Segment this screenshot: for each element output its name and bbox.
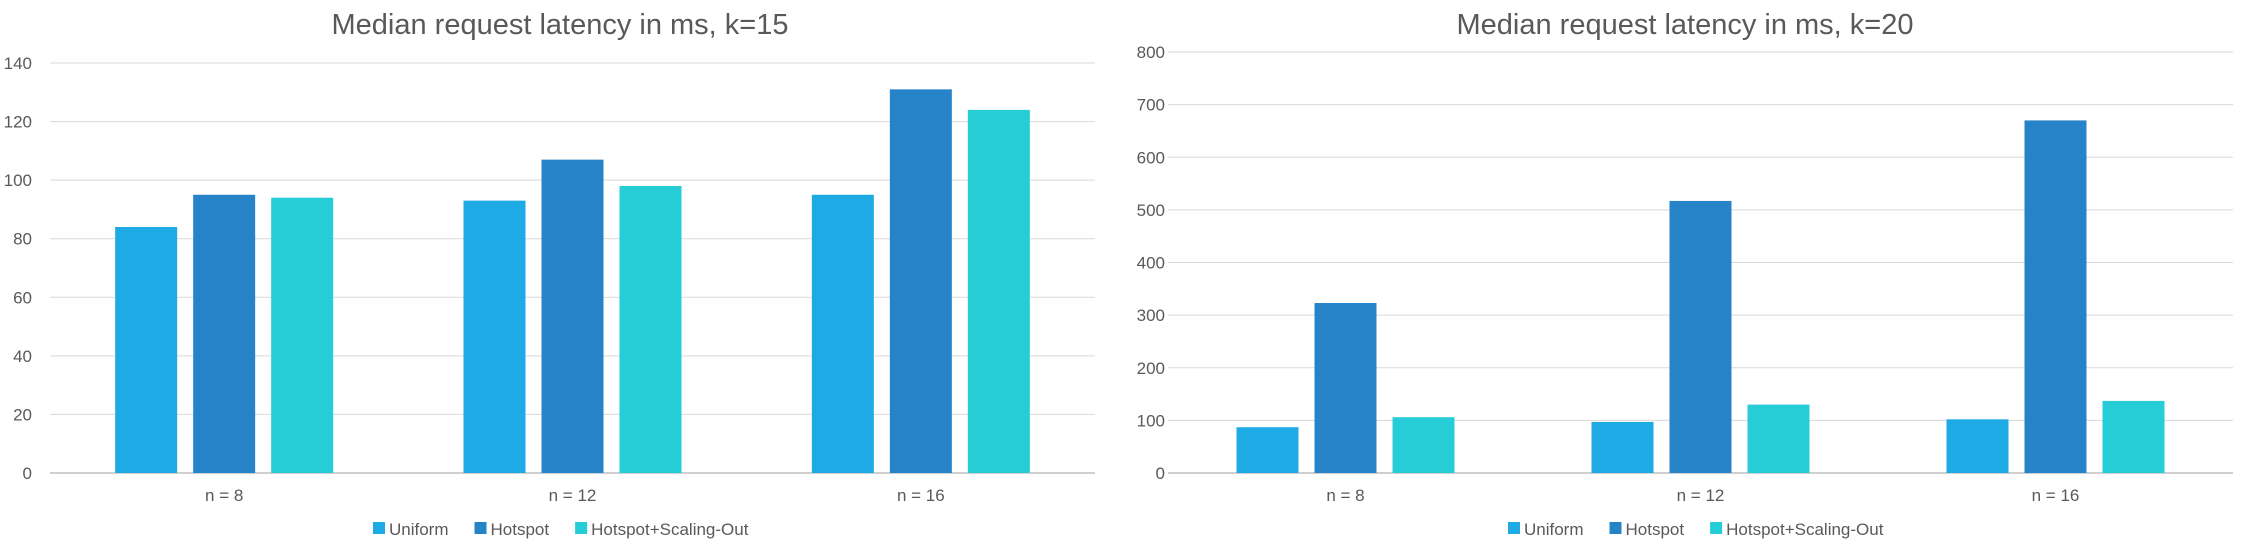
chart-1-y-tick: 700 [1137, 96, 1165, 115]
chart-0-y-tick: 0 [23, 464, 32, 483]
chart-1-bar-hotspot-2 [2024, 120, 2087, 473]
chart-1-legend-swatch [1710, 522, 1723, 534]
chart-1-category-label: n = 16 [2032, 486, 2080, 505]
chart-1-bar-uniform-0 [1236, 427, 1299, 473]
chart-0-y-tick: 100 [4, 171, 32, 190]
chart-0-y-tick: 20 [13, 405, 32, 424]
chart-1-bar-hotspot-0 [1314, 303, 1377, 473]
chart-k15-svg: Median request latency in ms, k=15 0 20 40 6… [4, 9, 1095, 539]
chart-0-legend-swatch [474, 522, 487, 534]
chart-0-legend-swatch [575, 522, 588, 534]
chart-1-legend-swatch [1609, 522, 1622, 534]
chart-1-bar-hotspot-scaling-out-1 [1747, 404, 1810, 473]
chart-0-bar-hotspot-0 [193, 194, 256, 474]
chart-0-title: Median request latency in ms, k=15 [332, 9, 789, 41]
chart-1-legend-label: Uniform [1524, 520, 1584, 539]
chart-0-legend-swatch [373, 522, 385, 534]
chart-0-category-label: n = 8 [205, 486, 243, 505]
chart-1-y-tick: 300 [1137, 306, 1165, 325]
chart-0-y-tick: 80 [13, 230, 32, 249]
chart-0-y-tick: 140 [4, 54, 32, 73]
chart-0-bar-uniform-0 [115, 227, 178, 473]
chart-1-y-tick: 600 [1137, 148, 1165, 167]
chart-1-bar-hotspot-1 [1669, 200, 1732, 473]
chart-0-category-label: n = 12 [549, 486, 597, 505]
chart-0-category-label: n = 16 [897, 486, 945, 505]
chart-1-category-label: n = 12 [1677, 486, 1725, 505]
chart-0-legend-label: Uniform [389, 520, 449, 539]
chart-0-bar-hotspot-scaling-out-2 [967, 109, 1030, 473]
chart-1-y-tick: 500 [1137, 201, 1165, 220]
chart-1-bar-hotspot-scaling-out-0 [1392, 417, 1455, 473]
chart-0-bar-hotspot-2 [889, 89, 952, 473]
chart-0-legend-label: Hotspot [491, 520, 550, 539]
chart-1-y-tick: 0 [1156, 464, 1165, 483]
chart-1-legend-label: Hotspot+Scaling-Out [1726, 520, 1884, 539]
chart-0-bar-hotspot-scaling-out-1 [619, 186, 682, 473]
chart-0-bar-uniform-2 [811, 194, 874, 474]
chart-0-bar-hotspot-1 [541, 159, 604, 473]
chart-1-y-tick: 800 [1137, 43, 1165, 62]
chart-k20-svg: Median request latency in ms, k=20 0 100 20… [1137, 9, 2233, 539]
chart-0-y-tick: 60 [13, 288, 32, 307]
chart-1-bar-uniform-1 [1591, 421, 1654, 473]
chart-0-y-tick: 120 [4, 113, 32, 132]
chart-0-bar-hotspot-scaling-out-0 [271, 197, 334, 473]
chart-1-bar-hotspot-scaling-out-2 [2102, 400, 2165, 473]
chart-1-title: Median request latency in ms, k=20 [1457, 9, 1914, 41]
chart-0-y-tick: 40 [13, 347, 32, 366]
chart-1-legend-label: Hotspot [1626, 520, 1685, 539]
chart-0-legend-label: Hotspot+Scaling-Out [591, 520, 749, 539]
chart-0-bar-uniform-1 [463, 200, 526, 473]
chart-1-category-label: n = 8 [1326, 486, 1364, 505]
chart-k15: Median request latency in ms, k=15 0 20 40 6… [0, 0, 1110, 544]
chart-1-legend-swatch [1508, 522, 1520, 534]
chart-k20: Median request latency in ms, k=20 0 100 20… [1120, 0, 2250, 544]
chart-1-y-tick: 400 [1137, 254, 1165, 273]
chart-1-y-tick: 100 [1137, 411, 1165, 430]
chart-1-bar-uniform-2 [1946, 419, 2009, 473]
chart-1-y-tick: 200 [1137, 359, 1165, 378]
